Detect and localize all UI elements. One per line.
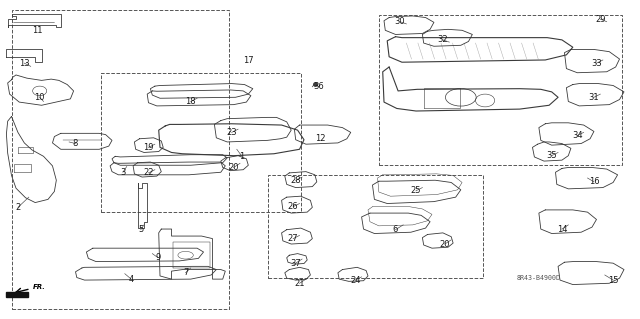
Text: 20: 20 — [440, 240, 450, 249]
Text: 29: 29 — [595, 15, 605, 24]
Text: 20: 20 — [228, 163, 239, 172]
Text: FR.: FR. — [33, 284, 46, 290]
Text: 15: 15 — [608, 276, 618, 285]
Text: 11: 11 — [32, 26, 42, 35]
Text: 3: 3 — [120, 168, 125, 177]
Text: 7: 7 — [183, 268, 188, 277]
Text: 10: 10 — [35, 93, 45, 102]
Bar — [379, 15, 622, 165]
Text: 21: 21 — [294, 279, 305, 288]
Text: 12: 12 — [315, 134, 325, 143]
Text: 24: 24 — [350, 276, 360, 285]
Text: 25: 25 — [411, 186, 421, 195]
Text: 31: 31 — [589, 93, 599, 102]
Text: 8R43-B4900D: 8R43-B4900D — [517, 275, 561, 281]
Text: 28: 28 — [291, 176, 301, 185]
Text: 1: 1 — [239, 152, 244, 161]
Text: 16: 16 — [589, 177, 599, 186]
Text: 8: 8 — [73, 139, 78, 148]
Text: 36: 36 — [314, 82, 324, 91]
Text: 9: 9 — [156, 253, 161, 262]
Text: 17: 17 — [243, 56, 253, 65]
Text: 13: 13 — [19, 59, 29, 68]
Bar — [12, 10, 229, 309]
Text: 4: 4 — [129, 275, 134, 284]
Text: 23: 23 — [227, 128, 237, 137]
Bar — [268, 175, 483, 278]
Bar — [101, 73, 301, 212]
Text: 26: 26 — [288, 202, 298, 211]
Text: 18: 18 — [186, 97, 196, 106]
Text: 32: 32 — [438, 35, 448, 44]
Text: 33: 33 — [591, 59, 602, 68]
Text: 5: 5 — [138, 225, 143, 234]
Text: 14: 14 — [557, 225, 567, 234]
Text: 22: 22 — [143, 168, 154, 177]
Text: 35: 35 — [547, 151, 557, 160]
Polygon shape — [6, 292, 28, 297]
Text: 6: 6 — [393, 225, 398, 234]
Text: 30: 30 — [395, 17, 405, 26]
Text: 19: 19 — [143, 143, 154, 152]
Text: 37: 37 — [291, 259, 301, 268]
Text: 27: 27 — [288, 234, 298, 243]
Text: 2: 2 — [15, 203, 20, 212]
Text: 34: 34 — [572, 131, 582, 140]
